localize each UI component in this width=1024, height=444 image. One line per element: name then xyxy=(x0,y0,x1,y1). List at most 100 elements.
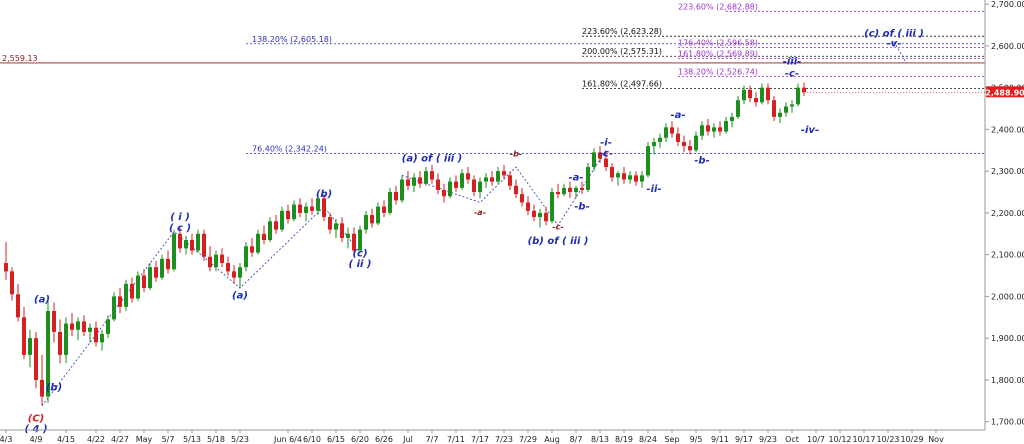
fib-level-label: 200.00% (2,575.31) xyxy=(582,47,662,56)
candle-body xyxy=(10,271,14,295)
candle-body xyxy=(556,192,560,195)
candle-body xyxy=(40,379,44,397)
candle-body xyxy=(574,187,578,193)
candle xyxy=(688,139,692,155)
fib-level-label: 76.40% (2,342.24) xyxy=(252,145,327,154)
fib-level-label: 138.20% (2,526.74) xyxy=(678,68,758,77)
candle-body xyxy=(622,173,626,180)
candle-body xyxy=(526,202,530,211)
candle-body xyxy=(694,135,698,151)
candle xyxy=(754,91,758,107)
candle-body xyxy=(262,233,266,241)
candle xyxy=(382,200,386,218)
candle xyxy=(88,323,92,343)
candle xyxy=(454,175,458,193)
candle xyxy=(46,300,50,403)
candle-body xyxy=(724,121,728,132)
y-tick-label: 2,200.00 xyxy=(991,209,1024,218)
candle-body xyxy=(310,206,314,211)
candle-body xyxy=(64,323,68,355)
candle xyxy=(682,135,686,153)
x-tick-label: 9/17 xyxy=(735,435,753,444)
candle xyxy=(652,137,656,155)
candle-body xyxy=(220,254,224,264)
candle xyxy=(514,179,518,199)
candle xyxy=(502,164,506,180)
candle xyxy=(478,177,482,199)
candle-body xyxy=(214,254,218,268)
candle xyxy=(316,194,320,215)
wave-label: (b) xyxy=(46,382,62,393)
candle xyxy=(94,321,98,347)
candle-body xyxy=(688,146,692,151)
candle xyxy=(466,166,470,184)
x-tick-label: 8/13 xyxy=(591,435,609,444)
fib-level-label: 223.60% (2,682.88) xyxy=(678,2,758,11)
candle-body xyxy=(664,127,668,138)
candle xyxy=(328,212,332,234)
wave-label: (a) xyxy=(34,295,50,306)
candle-body xyxy=(352,233,356,251)
candle-body xyxy=(70,323,74,330)
candle-body xyxy=(358,229,362,251)
wave-label: (a) xyxy=(232,290,248,301)
candle xyxy=(712,123,716,138)
candle-body xyxy=(586,166,590,190)
candle-body xyxy=(538,212,542,218)
candle-body xyxy=(280,210,284,230)
candle xyxy=(424,166,428,186)
candle-body xyxy=(148,267,152,289)
candle xyxy=(358,225,362,253)
candle-body xyxy=(496,171,500,182)
candle-body xyxy=(700,125,704,136)
candle-body xyxy=(550,192,554,222)
candle-body xyxy=(364,215,368,230)
candle xyxy=(538,208,542,228)
candle xyxy=(250,237,254,257)
candle xyxy=(634,171,638,186)
candle xyxy=(592,148,596,172)
candle-body xyxy=(178,233,182,249)
wave-label: -c- xyxy=(785,68,799,79)
x-tick-label: 10/7 xyxy=(807,435,825,444)
x-tick-label: 9/23 xyxy=(759,435,777,444)
x-tick-label: 4/27 xyxy=(111,435,129,444)
wave-label: -iv- xyxy=(801,125,819,136)
candle-body xyxy=(16,294,20,318)
candle-body xyxy=(268,221,272,241)
candle xyxy=(406,171,410,190)
candle-body xyxy=(592,152,596,167)
candle-body xyxy=(790,104,794,107)
candle-body xyxy=(22,317,26,355)
candle xyxy=(28,329,32,368)
candle-body xyxy=(658,137,662,142)
x-tick-label: 6/26 xyxy=(375,435,393,444)
fib-level-label: 161.80% (2,497.66) xyxy=(582,80,662,89)
candle xyxy=(190,233,194,255)
wave-label: -ii- xyxy=(646,184,661,195)
candle-body xyxy=(406,179,410,186)
candle-body xyxy=(184,240,188,249)
x-tick-label: 8/19 xyxy=(615,435,633,444)
candle xyxy=(442,183,446,203)
candle xyxy=(658,133,662,149)
candle-body xyxy=(484,177,488,182)
candle-body xyxy=(76,321,80,330)
candle xyxy=(460,169,464,190)
candle xyxy=(298,198,302,218)
x-tick-label: 4/3 xyxy=(0,435,12,444)
candle-body xyxy=(250,246,254,253)
candle-body xyxy=(58,331,62,355)
candle xyxy=(22,306,26,360)
candle-body xyxy=(82,321,86,332)
wave-label: (b) xyxy=(316,189,332,200)
candle xyxy=(718,121,722,136)
x-tick-label: Jun 6/4 xyxy=(273,435,302,444)
candle xyxy=(526,196,530,215)
candle xyxy=(430,164,434,184)
candle xyxy=(580,181,584,195)
candle-body xyxy=(226,263,230,272)
candle-body xyxy=(376,206,380,224)
candle-body xyxy=(34,338,38,380)
wave-label: ( i ) xyxy=(170,212,190,223)
